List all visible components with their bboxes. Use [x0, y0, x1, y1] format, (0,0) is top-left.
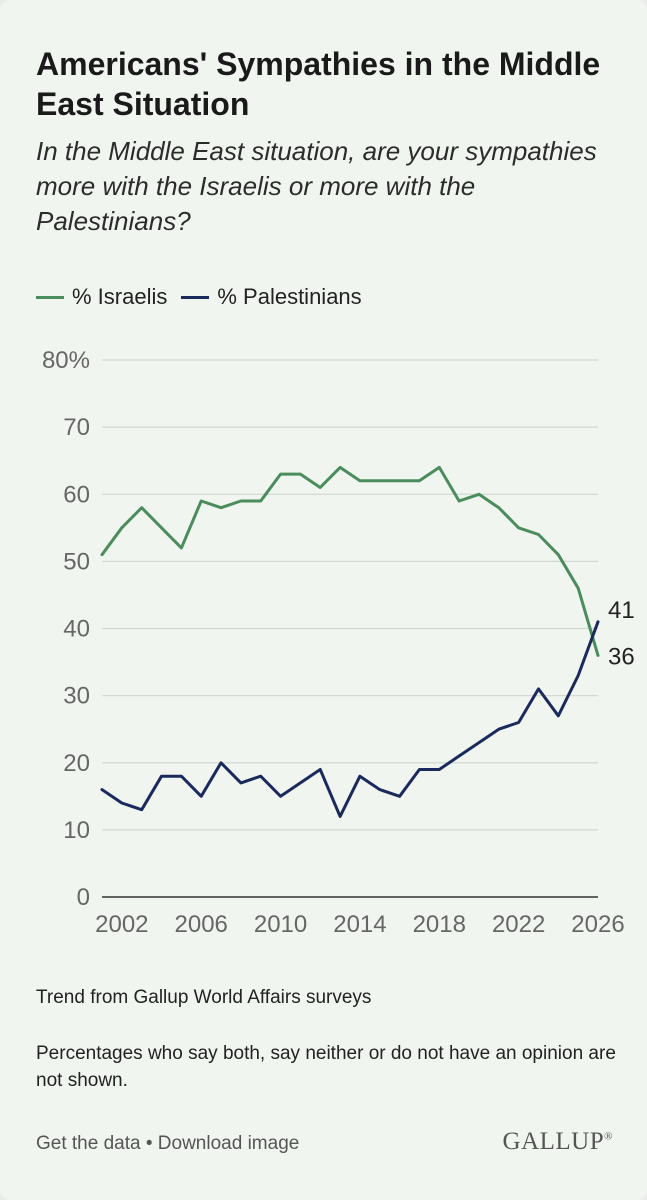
footer-links: Get the data • Download image	[36, 1133, 299, 1155]
chart-title: Americans' Sympathies in the Middle East…	[36, 46, 601, 122]
exclusion-note: Percentages who say both, say neither or…	[36, 1043, 616, 1091]
footer-separator: •	[140, 1133, 158, 1154]
y-tick-label: 0	[77, 884, 90, 911]
chart-subtitle: In the Middle East situation, are your s…	[36, 136, 597, 236]
y-tick-label: 50	[63, 548, 90, 575]
y-tick-label: 60	[63, 481, 90, 508]
series-line-palestinians	[100, 620, 600, 818]
y-tick-label: 10	[63, 817, 90, 844]
legend-label-palestinians: % Palestinians	[217, 284, 362, 309]
download-image-link[interactable]: Download image	[157, 1133, 300, 1154]
x-axis: 2002 2006 2010 2014 2018 2022 2026	[95, 911, 625, 938]
x-tick-label: 2026	[571, 911, 624, 938]
series-lines	[100, 465, 600, 818]
x-tick-label: 2014	[333, 911, 386, 938]
source-note: Trend from Gallup World Affairs surveys	[36, 987, 372, 1008]
legend-item-palestinians: % Palestinians	[181, 284, 362, 310]
gallup-logo: GALLUP®	[503, 1128, 613, 1156]
y-tick-label: 20	[63, 750, 90, 777]
x-tick-label: 2022	[492, 911, 545, 938]
x-tick-label: 2002	[95, 911, 148, 938]
x-tick-label: 2018	[413, 911, 466, 938]
end-label-palestinians: 41	[608, 597, 635, 624]
grid-lines	[102, 359, 598, 898]
gallup-registered-mark: ®	[604, 1130, 613, 1143]
series-line-israelis	[100, 465, 600, 657]
get-data-link[interactable]: Get the data	[36, 1133, 141, 1154]
x-tick-label: 2010	[254, 911, 307, 938]
y-tick-label: 30	[63, 683, 90, 710]
end-labels: 36 41	[608, 597, 635, 671]
legend-item-israelis: % Israelis	[36, 284, 167, 310]
legend-swatch-israelis	[36, 295, 64, 299]
legend-label-israelis: % Israelis	[72, 284, 168, 309]
y-tick-label: 40	[63, 616, 90, 643]
end-label-israelis: 36	[608, 643, 635, 670]
legend-swatch-palestinians	[181, 295, 210, 299]
legend: % Israelis % Palestinians	[36, 282, 376, 312]
y-tick-label: 80%	[42, 347, 90, 374]
y-tick-label: 70	[63, 414, 90, 441]
x-tick-label: 2006	[175, 911, 228, 938]
gallup-logo-text: GALLUP	[502, 1128, 605, 1155]
y-axis: 0 10 20 30 40 50 60 70 80%	[42, 347, 90, 911]
